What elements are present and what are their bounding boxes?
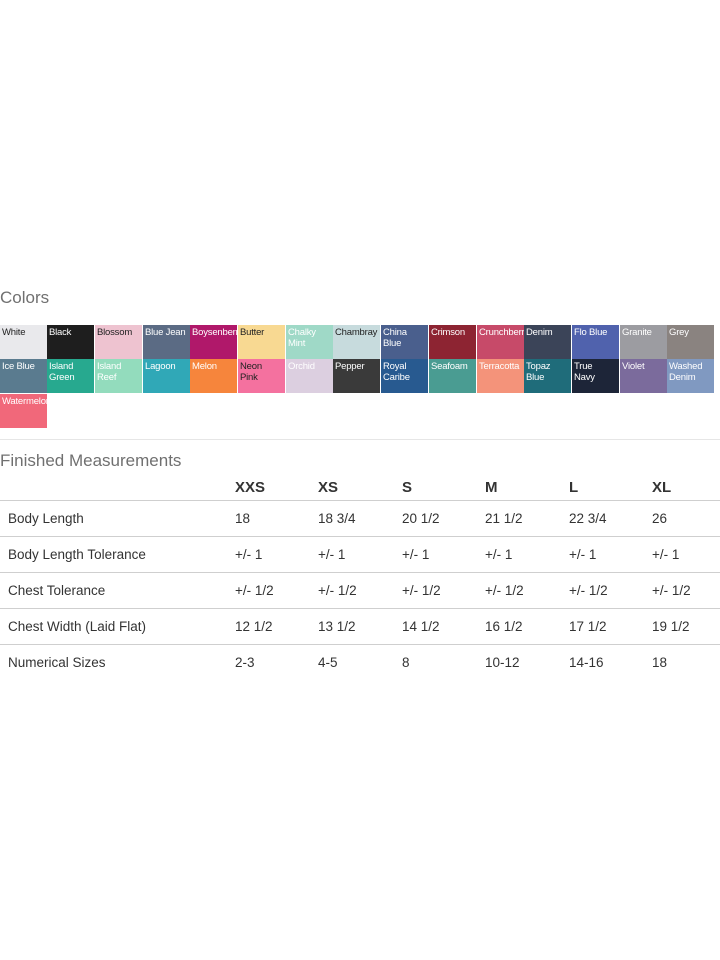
table-cell: 19 1/2 [652, 619, 690, 634]
table-cell: 16 1/2 [485, 619, 523, 634]
color-swatch-crimson[interactable]: Crimson [429, 325, 476, 359]
color-swatch-blossom[interactable]: Blossom [95, 325, 142, 359]
table-cell: 8 [402, 655, 410, 670]
color-swatch-black[interactable]: Black [47, 325, 94, 359]
color-swatch-chambray[interactable]: Chambray [333, 325, 380, 359]
table-cell: 26 [652, 511, 668, 526]
size-header-l: L [569, 478, 579, 496]
table-cell: +/- 1 [402, 547, 430, 562]
color-swatch-terracotta[interactable]: Terracotta [477, 359, 524, 393]
color-swatch-ice-blue[interactable]: Ice Blue [0, 359, 47, 393]
row-label: Numerical Sizes [8, 655, 106, 670]
color-swatch-china-blue[interactable]: China Blue [381, 325, 428, 359]
color-swatch-chalky-mint[interactable]: Chalky Mint [286, 325, 333, 359]
color-swatch-royal-caribe[interactable]: Royal Caribe [381, 359, 428, 393]
row-label: Body Length [8, 511, 84, 526]
color-swatch-orchid[interactable]: Orchid [286, 359, 333, 393]
table-row-chest-tolerance: Chest Tolerance +/- 1/2 +/- 1/2 +/- 1/2 … [0, 573, 720, 609]
size-header-row: XXS XS S M L XL [0, 474, 720, 501]
color-swatch-island-reef[interactable]: Island Reef [95, 359, 142, 393]
table-row-body-length-tolerance: Body Length Tolerance +/- 1 +/- 1 +/- 1 … [0, 537, 720, 573]
color-swatch-blue-jean[interactable]: Blue Jean [143, 325, 190, 359]
table-row-body-length: Body Length 18 18 3/4 20 1/2 21 1/2 22 3… [0, 501, 720, 537]
color-swatch-watermelon[interactable]: Watermelon [0, 394, 47, 428]
table-cell: +/- 1 [652, 547, 680, 562]
table-cell: +/- 1 [235, 547, 263, 562]
row-label: Chest Tolerance [8, 583, 106, 598]
table-cell: +/- 1 [485, 547, 513, 562]
color-swatch-flo-blue[interactable]: Flo Blue [572, 325, 619, 359]
table-cell: +/- 1/2 [485, 583, 524, 598]
table-cell: 10-12 [485, 655, 520, 670]
table-cell: 14 1/2 [402, 619, 440, 634]
color-swatch-boysenberry[interactable]: Boysenberry [190, 325, 237, 359]
color-swatch-grey[interactable]: Grey [667, 325, 714, 359]
row-label: Chest Width (Laid Flat) [8, 619, 147, 634]
table-cell: +/- 1/2 [402, 583, 441, 598]
color-swatch-pepper[interactable]: Pepper [333, 359, 380, 393]
color-swatch-lagoon[interactable]: Lagoon [143, 359, 190, 393]
size-header-xs: XS [318, 478, 339, 496]
color-swatch-white[interactable]: White [0, 325, 47, 359]
table-cell: 14-16 [569, 655, 604, 670]
color-swatch-neon-pink[interactable]: Neon Pink [238, 359, 285, 393]
table-cell: 18 [652, 655, 668, 670]
table-row-numerical-sizes: Numerical Sizes 2-3 4-5 8 10-12 14-16 18 [0, 645, 720, 680]
size-header-m: M [485, 478, 498, 496]
measurements-heading: Finished Measurements [0, 451, 182, 470]
table-cell: +/- 1 [569, 547, 597, 562]
table-cell: 2-3 [235, 655, 255, 670]
color-swatch-topaz-blue[interactable]: Topaz Blue [524, 359, 571, 393]
table-cell: 4-5 [318, 655, 338, 670]
table-row-chest-width: Chest Width (Laid Flat) 12 1/2 13 1/2 14… [0, 609, 720, 645]
table-cell: +/- 1/2 [318, 583, 357, 598]
colors-heading: Colors [0, 288, 50, 307]
row-label: Body Length Tolerance [8, 547, 146, 562]
table-cell: 13 1/2 [318, 619, 356, 634]
measurements-table: XXS XS S M L XL Body Length 18 18 3/4 20… [0, 474, 720, 680]
table-cell: +/- 1/2 [235, 583, 274, 598]
table-cell: +/- 1/2 [569, 583, 608, 598]
table-cell: 21 1/2 [485, 511, 523, 526]
color-swatch-denim[interactable]: Denim [524, 325, 571, 359]
table-cell: 12 1/2 [235, 619, 273, 634]
table-cell: 18 3/4 [318, 511, 356, 526]
table-cell: +/- 1/2 [652, 583, 691, 598]
size-header-xxs: XXS [235, 478, 266, 496]
color-swatch-true-navy[interactable]: True Navy [572, 359, 619, 393]
color-swatch-granite[interactable]: Granite [620, 325, 667, 359]
color-swatch-butter[interactable]: Butter [238, 325, 285, 359]
size-header-s: S [402, 478, 413, 496]
color-swatch-melon[interactable]: Melon [190, 359, 237, 393]
table-cell: 17 1/2 [569, 619, 607, 634]
table-cell: +/- 1 [318, 547, 346, 562]
table-cell: 22 3/4 [569, 511, 607, 526]
table-cell: 20 1/2 [402, 511, 440, 526]
color-swatch-crunchberry[interactable]: Crunchberry [477, 325, 524, 359]
color-swatch-washed-denim[interactable]: Washed Denim [667, 359, 714, 393]
section-divider [0, 439, 720, 440]
size-header-xl: XL [652, 478, 672, 496]
color-swatch-violet[interactable]: Violet [620, 359, 667, 393]
color-swatch-island-green[interactable]: Island Green [47, 359, 94, 393]
color-swatch-seafoam[interactable]: Seafoam [429, 359, 476, 393]
table-cell: 18 [235, 511, 251, 526]
